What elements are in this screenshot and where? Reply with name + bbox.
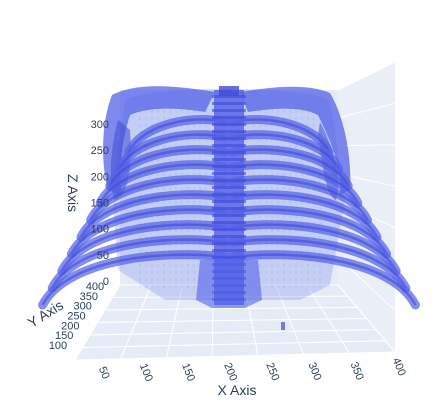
rib-cage-volume[interactable] [38, 86, 420, 330]
z-tick-label: 50 [97, 250, 109, 262]
right-rib-edge [232, 118, 331, 153]
gridline [337, 61, 396, 91]
spine-top [219, 86, 239, 96]
y-tick-label: 400 [86, 281, 104, 293]
vertebra [212, 207, 246, 210]
x-tick-label: 400 [390, 356, 408, 378]
right-wall-pane [338, 62, 395, 352]
left-rib-edge [108, 148, 226, 187]
vertebra [212, 249, 246, 252]
vertebra [212, 116, 246, 119]
z-tick-label: 200 [91, 171, 109, 183]
z-tick-label: 300 [91, 119, 109, 131]
x-tick-label: 200 [221, 361, 239, 383]
vertebra [212, 221, 246, 224]
left-rib-edge [70, 208, 226, 255]
fragment [281, 322, 285, 330]
y-tick-label: 350 [80, 291, 98, 303]
gridline [337, 102, 396, 119]
y-tick-label: 300 [73, 301, 91, 313]
x-axis-title: X Axis [218, 382, 257, 398]
left-rib-edge [89, 178, 226, 221]
gridline [104, 306, 358, 311]
z-tick-label: 250 [91, 145, 109, 157]
vertebra [212, 193, 246, 196]
left-rib-edge [41, 253, 226, 306]
left-rib-edge [99, 163, 226, 204]
vertebra [212, 137, 246, 140]
right-rib-edge [232, 253, 417, 306]
vertebra [212, 144, 246, 147]
right-rib-edge [232, 208, 388, 255]
gridline [82, 340, 386, 348]
x-tick-label: 350 [348, 360, 366, 382]
vertebra [212, 151, 246, 154]
floor-pane [75, 285, 395, 360]
left-shoulder [103, 86, 215, 195]
vertebra [212, 123, 246, 126]
vertebra [212, 165, 246, 168]
left-rib-edge [60, 223, 226, 272]
x-tick-label: 150 [179, 362, 197, 384]
y-tick-label: 150 [55, 330, 73, 342]
right-rib-edge [232, 238, 407, 289]
lower-spine [196, 260, 262, 308]
z-tick-label: 150 [91, 198, 109, 210]
z-tick-label: 100 [91, 224, 109, 236]
left-rib-edge [51, 238, 226, 289]
x-tick-label: 100 [137, 362, 155, 384]
vertebra [212, 242, 246, 245]
left-rib-edge [127, 118, 226, 153]
left-rib-edge [79, 193, 226, 238]
right-rib-edge [232, 133, 340, 170]
gridline [74, 351, 396, 361]
right-rib-edge [232, 223, 398, 272]
vertebra [212, 200, 246, 203]
vertebra [212, 109, 246, 112]
vertebra [212, 102, 246, 105]
right-shoulder [240, 86, 351, 195]
y-tick-label: 250 [67, 311, 85, 323]
right-rib-edge [232, 148, 350, 187]
vertebra [212, 95, 246, 98]
vertebra [212, 228, 246, 231]
right-rib-edge [232, 178, 369, 221]
x-tick-label: 250 [263, 361, 281, 383]
vertebra [212, 172, 246, 175]
left-rib-edge [118, 133, 226, 170]
x-tick-label: 50 [96, 365, 112, 381]
z-tick-label: 0 [103, 276, 109, 288]
vertebra [212, 130, 246, 133]
gridlines [74, 61, 396, 361]
vertebra [212, 256, 246, 259]
gridline [89, 329, 377, 336]
gridline [337, 144, 396, 147]
vertebra [212, 186, 246, 189]
right-rib-edge [232, 163, 359, 204]
z-axis-title: Z Axis [65, 174, 81, 212]
x-axis-ticks: 50 100 150 200 250 300 350 400 [96, 356, 408, 383]
y-tick-label: 200 [61, 320, 79, 332]
vertebra [212, 158, 246, 161]
vertebra [212, 179, 246, 182]
vertebra [212, 214, 246, 217]
right-rib-edge [232, 193, 379, 238]
y-tick-label: 100 [49, 340, 67, 352]
z-axis-ticks: 0 50 100 150 200 250 300 [91, 119, 109, 288]
vertebra [212, 235, 246, 238]
x-tick-label: 300 [305, 361, 323, 383]
gridline [97, 318, 367, 323]
